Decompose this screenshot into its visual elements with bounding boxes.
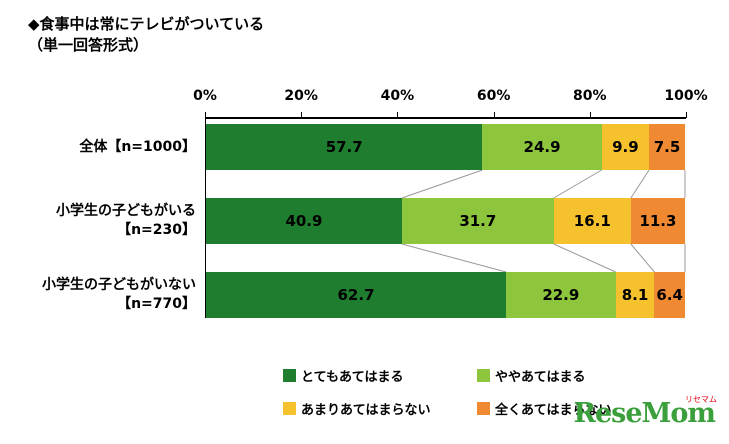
segment-value: 24.9	[523, 138, 561, 156]
bar-row: 57.7 24.9 9.9 7.5	[206, 124, 685, 170]
category-label-line: 全体【n=1000】	[79, 138, 196, 155]
legend-swatch	[283, 369, 296, 382]
x-tick-label: 100%	[664, 88, 708, 104]
x-tick-label: 80%	[573, 88, 607, 104]
legend: とてもあてはまる ややあてはまるあまりあてはまらない 全くあてはまらない	[283, 366, 611, 418]
x-tick-mark	[589, 112, 591, 118]
segment-value: 31.7	[459, 212, 497, 230]
category-label: 小学生の子どもがいる【n=230】	[0, 198, 196, 244]
legend-label: とてもあてはまる	[301, 370, 404, 385]
bar-row: 62.7 22.9 8.1 6.4	[206, 272, 685, 318]
x-tick-mark	[493, 112, 495, 118]
legend-swatch	[283, 402, 296, 415]
category-label-line: 【n=230】	[117, 222, 196, 238]
connector-line	[630, 169, 650, 199]
x-tick-label: 60%	[476, 88, 511, 104]
segment-value: 40.9	[285, 212, 323, 230]
legend-label: あまりあてはまらない	[301, 403, 431, 418]
legend-item: あまりあてはまらない	[283, 399, 477, 418]
bar-segment: 16.1	[553, 198, 631, 244]
segment-value: 11.3	[639, 212, 677, 230]
category-label: 小学生の子どもがいない【n=770】	[0, 272, 196, 318]
category-label-line: 【n=770】	[117, 296, 196, 312]
bar-segment: 8.1	[615, 272, 655, 318]
segment-value: 8.1	[621, 286, 649, 304]
legend-swatch	[477, 369, 490, 382]
x-axis-line	[205, 117, 686, 119]
segment-value: 62.7	[337, 286, 375, 304]
resemom-logo-ruby: リセマム	[685, 395, 717, 404]
connector-line	[630, 243, 655, 273]
bar-segment: 22.9	[506, 272, 616, 318]
bar-row: 40.9 31.7 16.1 11.3	[206, 198, 685, 244]
connector-line	[553, 243, 616, 273]
segment-value: 16.1	[573, 212, 611, 230]
bar-segment: 11.3	[630, 198, 685, 244]
y-axis-line	[205, 117, 206, 318]
legend-item: とてもあてはまる	[283, 366, 477, 385]
legend-item: 全くあてはまらない	[477, 399, 611, 418]
legend-swatch	[477, 402, 490, 415]
bar-segment: 40.9	[206, 198, 402, 244]
segment-value: 6.4	[656, 286, 683, 304]
x-tick-label: 20%	[284, 88, 318, 104]
resemom-logo: ReseMom リセマム	[573, 395, 717, 429]
bar-segment: 62.7	[206, 272, 507, 318]
segment-value: 9.9	[612, 138, 639, 156]
segment-value: 7.5	[653, 138, 681, 156]
x-tick-mark	[205, 112, 206, 118]
chart-title-block: ◆食事中は常にテレビがついている （単一回答形式）	[28, 14, 264, 56]
legend-label: ややあてはまる	[495, 370, 586, 385]
bar-segment: 24.9	[482, 124, 602, 170]
x-tick-mark	[397, 112, 399, 118]
bar-segment: 7.5	[649, 124, 685, 170]
legend-item: ややあてはまる	[477, 366, 611, 385]
connector-line	[553, 169, 602, 199]
x-tick-mark	[686, 112, 687, 118]
category-label: 全体【n=1000】	[0, 124, 196, 170]
x-tick-label: 0%	[193, 88, 217, 104]
connector-line	[401, 243, 507, 273]
resemom-logo-text: ReseMom	[573, 398, 716, 429]
chart-title: ◆食事中は常にテレビがついている	[28, 15, 265, 33]
segment-value: 22.9	[542, 286, 580, 304]
x-tick-mark	[301, 112, 303, 118]
bar-segment: 9.9	[601, 124, 650, 170]
category-label-line: 小学生の子どもがいる	[56, 203, 196, 219]
bar-segment: 57.7	[206, 124, 483, 170]
chart-subtitle: （単一回答形式）	[28, 36, 149, 54]
bar-segment: 6.4	[654, 272, 685, 318]
connector-line	[401, 169, 483, 199]
segment-value: 57.7	[325, 138, 363, 156]
category-label-line: 小学生の子どもがいない	[42, 277, 196, 293]
x-tick-label: 40%	[380, 88, 415, 104]
bar-segment: 31.7	[401, 198, 554, 244]
legend-label: 全くあてはまらない	[495, 403, 612, 418]
